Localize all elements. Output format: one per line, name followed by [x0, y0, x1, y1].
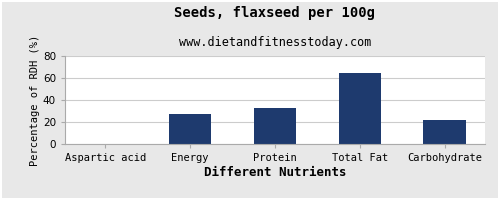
Text: Seeds, flaxseed per 100g: Seeds, flaxseed per 100g	[174, 6, 376, 20]
Bar	[169, 114, 212, 144]
Bar	[254, 108, 296, 144]
Text: www.dietandfitnesstoday.com: www.dietandfitnesstoday.com	[179, 36, 371, 49]
Y-axis label: Percentage of RDH (%): Percentage of RDH (%)	[30, 34, 40, 166]
Bar	[338, 72, 381, 144]
X-axis label: Different Nutrients: Different Nutrients	[204, 166, 346, 179]
Bar	[424, 120, 466, 144]
